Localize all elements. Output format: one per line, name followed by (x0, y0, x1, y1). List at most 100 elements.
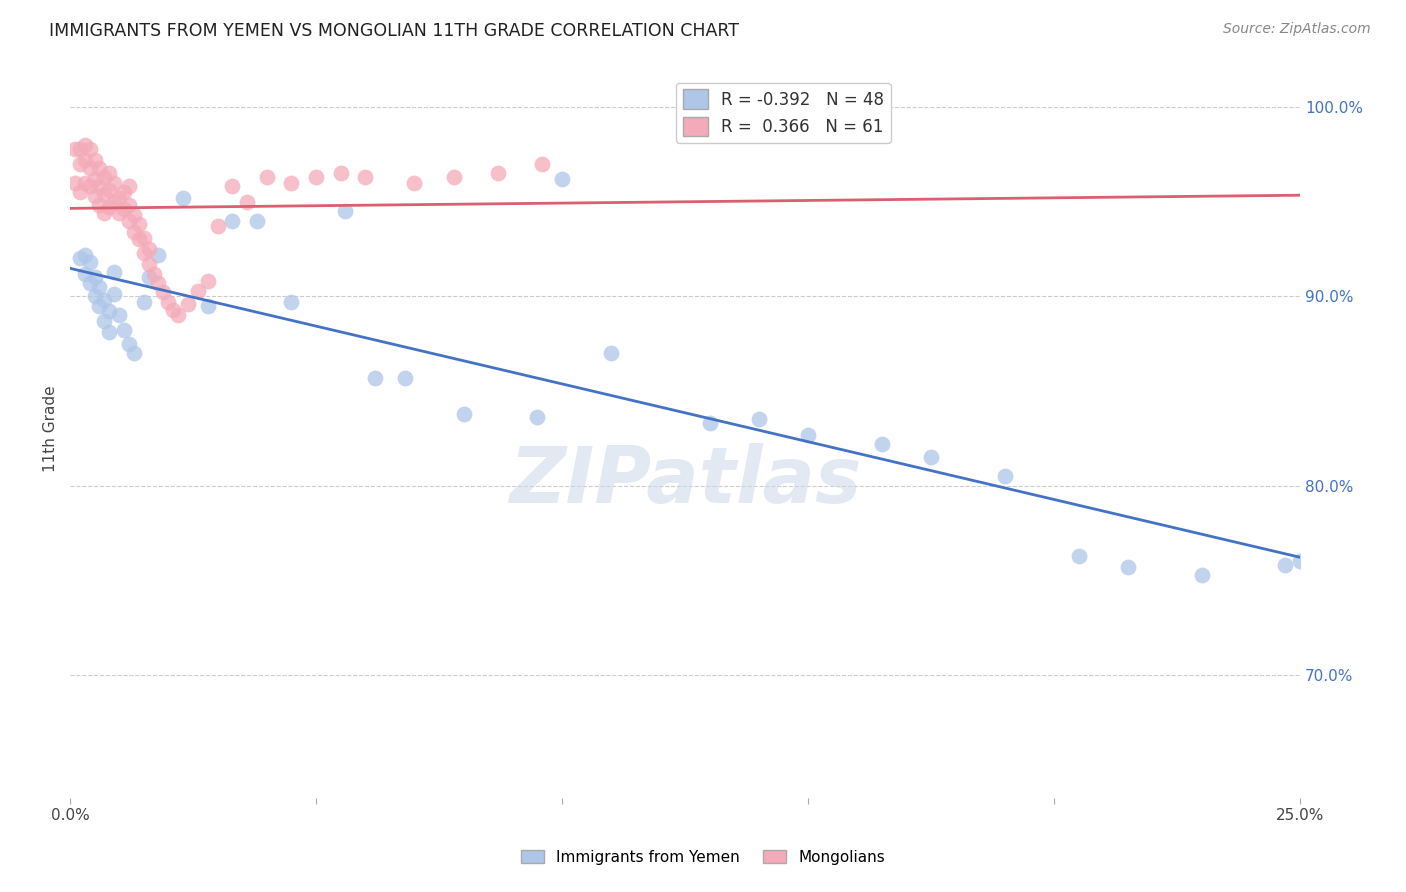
Point (122, 346, 145, 360)
Point (172, 191, 194, 205)
Point (221, 213, 243, 227)
Point (187, 284, 209, 298)
Point (79, 142, 101, 156)
Point (118, 198, 141, 212)
Point (93, 314, 115, 328)
Point (221, 179, 243, 194)
Point (305, 169, 328, 184)
Point (103, 265, 125, 279)
Point (112, 323, 135, 337)
Point (280, 176, 302, 190)
Point (148, 276, 170, 290)
Point (69, 157, 91, 171)
Point (98, 166, 121, 180)
Point (83, 270, 105, 285)
Point (118, 336, 141, 351)
Point (73, 247, 96, 261)
Legend: R = -0.392   N = 48, R =  0.366   N = 61: R = -0.392 N = 48, R = 0.366 N = 61 (676, 83, 891, 143)
Point (83, 189, 105, 203)
Point (157, 295, 180, 310)
Text: Source: ZipAtlas.com: Source: ZipAtlas.com (1223, 22, 1371, 37)
Point (748, 412, 770, 426)
Point (89, 179, 111, 194)
Point (108, 308, 131, 322)
Point (148, 247, 170, 261)
Point (108, 206, 131, 220)
Point (280, 295, 302, 310)
Point (63, 142, 86, 156)
Point (89, 299, 111, 313)
Point (93, 206, 115, 220)
Point (256, 169, 278, 184)
Y-axis label: 11th Grade: 11th Grade (44, 385, 58, 472)
Point (335, 204, 357, 219)
Point (98, 325, 121, 339)
Point (132, 295, 155, 310)
Text: ZIPatlas: ZIPatlas (509, 442, 860, 518)
Point (118, 213, 141, 227)
Point (128, 232, 150, 246)
Point (132, 245, 155, 260)
Point (236, 194, 259, 209)
Point (83, 289, 105, 303)
Point (404, 176, 426, 190)
Point (128, 217, 150, 231)
Point (138, 270, 160, 285)
Point (246, 213, 269, 227)
Point (132, 230, 155, 244)
Point (73, 176, 96, 190)
Point (98, 304, 121, 318)
Point (93, 293, 115, 307)
Point (167, 308, 190, 322)
Point (73, 153, 96, 167)
Point (1116, 560, 1139, 574)
Point (177, 297, 200, 311)
Point (73, 267, 96, 281)
Point (142, 267, 165, 281)
Point (63, 176, 86, 190)
Point (89, 198, 111, 212)
Point (98, 200, 121, 214)
Point (93, 169, 115, 184)
Point (79, 179, 101, 194)
Point (1289, 554, 1312, 568)
Point (354, 169, 377, 184)
Point (207, 219, 229, 234)
Point (112, 185, 135, 199)
Point (138, 242, 160, 256)
Point (89, 280, 111, 294)
Point (79, 255, 101, 269)
Point (108, 191, 131, 205)
Point (364, 370, 387, 384)
Point (994, 469, 1017, 483)
Point (526, 410, 548, 425)
Point (69, 185, 91, 199)
Point (152, 285, 174, 300)
Legend: Immigrants from Yemen, Mongolians: Immigrants from Yemen, Mongolians (515, 844, 891, 871)
Point (89, 161, 111, 175)
Point (920, 450, 942, 465)
Point (699, 416, 721, 430)
Point (138, 257, 160, 271)
Point (486, 166, 509, 180)
Point (83, 172, 105, 186)
Point (531, 157, 554, 171)
Point (103, 287, 125, 301)
Point (79, 276, 101, 290)
Point (103, 176, 125, 190)
Point (443, 169, 465, 184)
Point (453, 407, 475, 421)
Point (122, 225, 145, 239)
Point (329, 166, 352, 180)
Point (551, 172, 574, 186)
Text: IMMIGRANTS FROM YEMEN VS MONGOLIAN 11TH GRADE CORRELATION CHART: IMMIGRANTS FROM YEMEN VS MONGOLIAN 11TH … (49, 22, 740, 40)
Point (1191, 567, 1213, 582)
Point (79, 161, 101, 175)
Point (797, 427, 820, 442)
Point (98, 183, 121, 197)
Point (122, 208, 145, 222)
Point (197, 299, 219, 313)
Point (93, 187, 115, 202)
Point (69, 142, 91, 156)
Point (83, 153, 105, 167)
